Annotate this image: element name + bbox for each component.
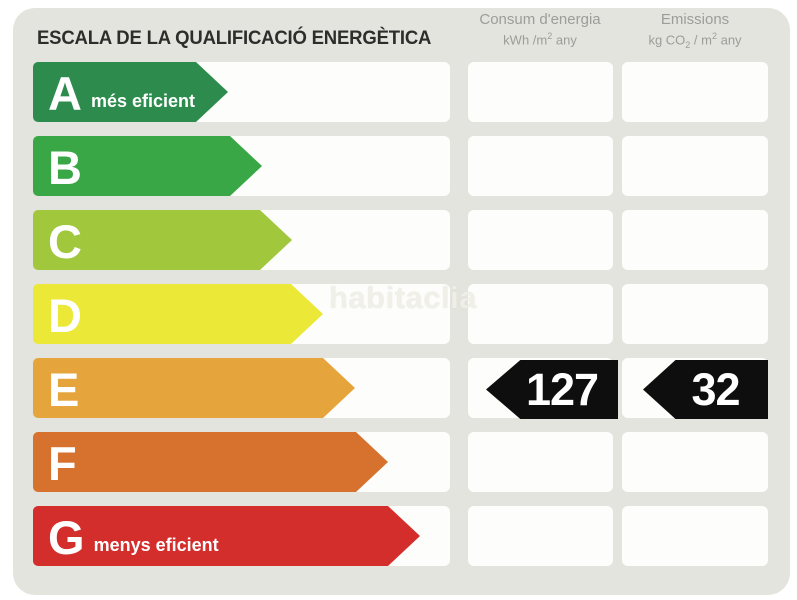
consum-cell bbox=[468, 284, 613, 344]
rating-row-f: F bbox=[0, 432, 797, 492]
column-header-consum: Consum d'energia kWh /m2 any bbox=[455, 10, 625, 49]
rating-letter: G bbox=[48, 511, 85, 564]
rating-bar-a: A més eficient bbox=[33, 62, 228, 122]
rating-letter: C bbox=[48, 215, 82, 268]
emissions-column-unit: kg CO2 / m2 any bbox=[648, 31, 742, 51]
consum-cell bbox=[468, 506, 613, 566]
rating-letter: A bbox=[48, 67, 82, 120]
emissions-cell bbox=[622, 210, 768, 270]
consum-value: 127 bbox=[525, 364, 599, 415]
rating-bar-g: G menys eficient bbox=[33, 506, 420, 566]
consum-column-name: Consum d'energia bbox=[479, 11, 601, 28]
rating-letter: F bbox=[48, 437, 77, 490]
rating-row-e: E 127 32 bbox=[0, 358, 797, 419]
emissions-cell bbox=[622, 432, 768, 492]
rating-row-a: A més eficient bbox=[0, 62, 797, 122]
rating-row-b: B bbox=[0, 136, 797, 196]
rating-bar-d: D bbox=[33, 284, 323, 344]
emissions-column-name: Emissions bbox=[660, 11, 730, 28]
emissions-cell bbox=[622, 284, 768, 344]
rating-letter: B bbox=[48, 141, 82, 194]
emissions-cell bbox=[622, 506, 768, 566]
rating-row-c: C bbox=[0, 210, 797, 270]
emissions-cell bbox=[622, 136, 768, 196]
rating-row-g: G menys eficient bbox=[0, 506, 797, 566]
rating-bar-label: menys eficient bbox=[93, 535, 219, 555]
rating-letter: E bbox=[48, 363, 80, 416]
chart-title: ESCALA DE LA QUALIFICACIÓ ENERGÈTICA bbox=[37, 27, 432, 49]
rating-bar-e: E bbox=[33, 358, 355, 418]
column-header-emissions: Emissions kg CO2 / m2 any bbox=[615, 10, 775, 51]
rating-row-d: D bbox=[0, 284, 797, 344]
consum-cell bbox=[468, 62, 613, 122]
consum-column-unit: kWh /m2 any bbox=[503, 31, 577, 48]
consum-cell bbox=[468, 136, 613, 196]
rating-bar-label: més eficient bbox=[90, 91, 195, 111]
rating-bar-f: F bbox=[33, 432, 388, 492]
rating-letter: D bbox=[48, 289, 82, 342]
rating-bar-c: C bbox=[33, 210, 292, 270]
rating-bar-b: B bbox=[33, 136, 262, 196]
consum-cell bbox=[468, 210, 613, 270]
emissions-value: 32 bbox=[691, 364, 740, 415]
emissions-cell bbox=[622, 62, 768, 122]
consum-cell bbox=[468, 432, 613, 492]
